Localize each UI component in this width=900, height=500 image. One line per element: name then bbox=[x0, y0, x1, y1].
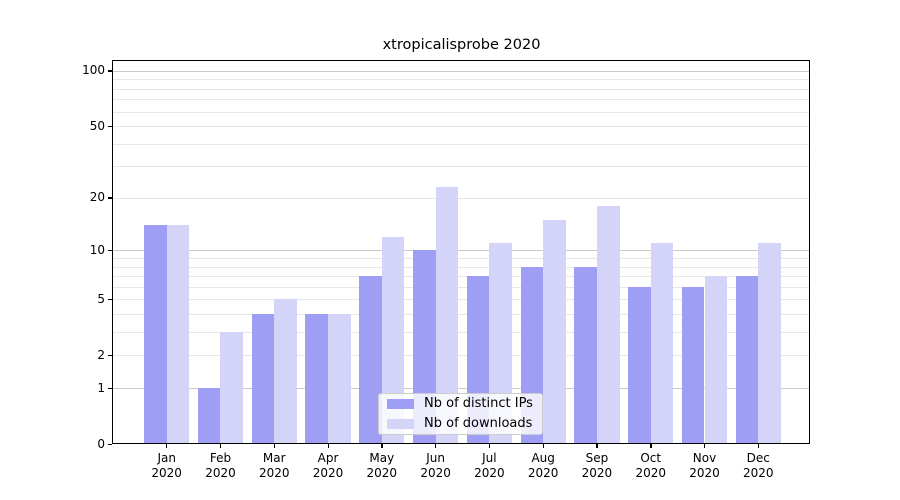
bar-jan-distinct-ips bbox=[144, 225, 167, 444]
legend-label-downloads: Nb of downloads bbox=[424, 416, 533, 431]
x-tick-mark-feb bbox=[219, 444, 222, 448]
y-tick-mark-1 bbox=[108, 387, 112, 390]
legend: Nb of distinct IPs Nb of downloads bbox=[378, 393, 543, 435]
x-tick-mark-may bbox=[381, 444, 383, 448]
bar-sep-distinct-ips bbox=[574, 266, 597, 444]
x-tick-mark-jan bbox=[166, 444, 168, 448]
gridline-minor-90 bbox=[113, 79, 810, 81]
x-tick-mark-sep bbox=[596, 444, 598, 448]
x-tick-label-may: May 2020 bbox=[366, 451, 398, 480]
y-tick-mark-10 bbox=[108, 249, 112, 252]
bar-sep-downloads bbox=[596, 205, 620, 444]
chart-title: xtropicalisprobe 2020 bbox=[382, 37, 541, 53]
y-tick-label-1: 1 bbox=[97, 380, 105, 395]
y-tick-label-100: 100 bbox=[82, 63, 105, 78]
legend-row-downloads: Nb of downloads bbox=[387, 416, 534, 432]
gridline-minor-7 bbox=[113, 276, 810, 278]
bar-mar-distinct-ips bbox=[251, 314, 275, 444]
bar-may-distinct-ips bbox=[359, 276, 382, 444]
gridline-minor-80 bbox=[113, 88, 810, 90]
x-tick-label-feb: Feb 2020 bbox=[205, 451, 236, 480]
legend-swatch-distinct-ips-icon bbox=[387, 399, 414, 409]
gridline-major-1 bbox=[113, 388, 810, 390]
gridline-minor-30 bbox=[113, 166, 810, 168]
y-tick-label-20: 20 bbox=[89, 190, 105, 205]
x-tick-label-nov: Nov 2020 bbox=[689, 451, 720, 480]
y-tick-label-0: 0 bbox=[97, 436, 105, 451]
bar-may-downloads bbox=[381, 236, 405, 444]
bar-jun-downloads bbox=[435, 187, 459, 444]
bar-dec-distinct-ips bbox=[735, 276, 759, 444]
gridline-minor-20 bbox=[113, 197, 810, 199]
gridline-minor-40 bbox=[113, 143, 810, 145]
bar-feb-downloads bbox=[220, 332, 244, 444]
x-tick-label-jan: Jan 2020 bbox=[151, 451, 182, 480]
bar-dec-downloads bbox=[758, 243, 781, 444]
gridline-minor-3 bbox=[113, 332, 810, 334]
bar-jan-downloads bbox=[166, 225, 190, 444]
x-tick-label-aug: Aug 2020 bbox=[527, 451, 559, 480]
x-tick-mark-mar bbox=[273, 444, 276, 448]
x-tick-label-oct: Oct 2020 bbox=[635, 451, 666, 480]
x-tick-mark-oct bbox=[650, 444, 652, 448]
x-tick-label-apr: Apr 2020 bbox=[312, 451, 344, 480]
x-tick-mark-nov bbox=[704, 444, 706, 448]
y-tick-label-5: 5 bbox=[97, 291, 105, 306]
legend-label-distinct-ips: Nb of distinct IPs bbox=[424, 396, 533, 411]
gridline-minor-9 bbox=[113, 257, 810, 259]
bar-feb-distinct-ips bbox=[197, 388, 221, 444]
x-tick-label-mar: Mar 2020 bbox=[258, 451, 290, 480]
plot-area bbox=[113, 61, 810, 444]
gridline-minor-6 bbox=[113, 286, 810, 288]
gridline-minor-5 bbox=[113, 299, 810, 301]
bar-nov-distinct-ips bbox=[681, 286, 705, 444]
x-tick-mark-apr bbox=[327, 444, 329, 448]
y-tick-mark-100 bbox=[108, 70, 112, 72]
gridline-major-10 bbox=[113, 250, 810, 252]
y-tick-mark-0 bbox=[108, 443, 112, 446]
x-tick-label-dec: Dec 2020 bbox=[742, 451, 774, 480]
x-tick-label-sep: Sep 2020 bbox=[581, 451, 613, 480]
gridline-minor-2 bbox=[113, 355, 810, 357]
gridline-major-100 bbox=[113, 70, 810, 72]
y-tick-mark-50 bbox=[108, 125, 112, 127]
y-tick-label-10: 10 bbox=[89, 242, 105, 257]
gridline-minor-4 bbox=[113, 314, 810, 316]
bar-aug-downloads bbox=[543, 219, 566, 444]
bar-oct-downloads bbox=[650, 243, 674, 444]
x-tick-mark-dec bbox=[757, 444, 760, 448]
y-tick-mark-20 bbox=[108, 197, 112, 199]
gridline-minor-50 bbox=[113, 126, 810, 128]
x-tick-mark-aug bbox=[542, 444, 544, 448]
y-tick-label-50: 50 bbox=[89, 118, 105, 133]
legend-swatch-downloads-icon bbox=[387, 419, 414, 429]
bar-nov-downloads bbox=[704, 276, 728, 444]
x-tick-label-jun: Jun 2020 bbox=[420, 451, 451, 480]
y-tick-mark-2 bbox=[108, 354, 112, 357]
legend-row-distinct-ips: Nb of distinct IPs bbox=[387, 396, 534, 412]
bar-oct-distinct-ips bbox=[628, 286, 651, 444]
x-tick-mark-jul bbox=[488, 444, 491, 448]
gridline-minor-8 bbox=[113, 266, 810, 268]
bar-apr-downloads bbox=[328, 314, 351, 444]
bar-apr-distinct-ips bbox=[305, 314, 329, 444]
y-tick-label-2: 2 bbox=[97, 347, 105, 362]
x-tick-mark-jun bbox=[435, 444, 437, 448]
y-tick-mark-5 bbox=[108, 298, 112, 301]
gridline-minor-70 bbox=[113, 99, 810, 101]
x-tick-label-jul: Jul 2020 bbox=[474, 451, 505, 480]
gridline-minor-60 bbox=[113, 111, 810, 113]
bar-mar-downloads bbox=[274, 299, 297, 444]
